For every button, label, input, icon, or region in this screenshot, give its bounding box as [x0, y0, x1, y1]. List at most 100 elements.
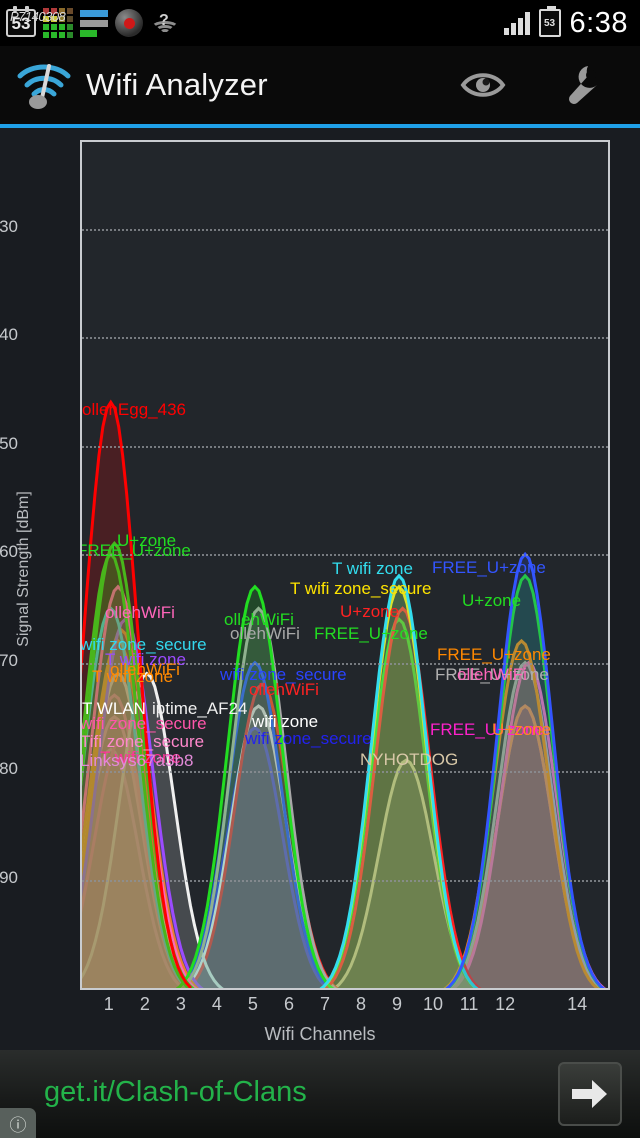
ap-label: T wifi zone — [92, 667, 173, 686]
ap-label: T wifi zone — [100, 748, 181, 767]
ap-label: wifi zone_secure — [80, 714, 207, 733]
ap-label: ollehWiFi — [230, 624, 300, 643]
ap-label: ollehWiFi — [110, 660, 180, 679]
signal-curve — [82, 399, 192, 988]
calendar-overlay-text: P7140308 — [10, 9, 66, 24]
ap-label: FREE_U+zone — [437, 645, 551, 664]
ap-label: Linksys67a3b8 — [80, 751, 194, 770]
status-bar-right-icons: 53 6:38 — [503, 6, 640, 40]
grid-icon — [43, 8, 73, 38]
info-glyph: ⓘ — [9, 1115, 27, 1135]
signal-icon — [503, 11, 530, 35]
record-icon — [115, 9, 143, 37]
action-bar-actions — [460, 62, 640, 108]
ap-label: NYHOTDOG — [360, 750, 459, 769]
x-axis-tick: 14 — [567, 994, 588, 1014]
x-axis-tick: 4 — [211, 994, 222, 1014]
bars-icon — [80, 9, 108, 37]
ad-banner[interactable]: get.it/Clash-of-Clans ⓘ — [0, 1050, 640, 1138]
x-axis-tick: 5 — [247, 994, 258, 1014]
x-axis-tick: 12 — [495, 994, 516, 1014]
gridline — [82, 228, 608, 231]
x-axis-tick: 9 — [392, 994, 403, 1014]
ap-label: ollehWiFi — [457, 665, 527, 684]
ap-label: ollehWiFi — [249, 680, 319, 699]
ap-label: U+zone — [492, 720, 552, 739]
ap-label: T WLAN — [82, 699, 146, 718]
ap-label: wifi zone_secure — [245, 729, 372, 748]
y-axis-tick: -30 — [0, 216, 18, 236]
y-axis-tick: -40 — [0, 325, 18, 345]
chart-plot-area[interactable]: ollehEgg_436 U+zone FREE_U+zone ollehWiFi wi… — [80, 140, 610, 990]
signal-curve — [323, 606, 482, 988]
wifi-note-icon — [16, 58, 78, 112]
y-axis-tick: -70 — [0, 650, 18, 670]
x-axis-tick: 6 — [283, 994, 294, 1014]
ap-label: T wifi zone — [332, 559, 413, 578]
wifi-question-icon: ? — [150, 10, 180, 36]
gridline — [82, 445, 608, 448]
ap-label: U+zone — [462, 591, 522, 610]
ap-label: FREE_U+zone — [435, 665, 549, 684]
status-bar: 53 P7140308 ? — [0, 0, 640, 46]
status-bar-clock: 6:38 — [569, 6, 628, 39]
signal-curve — [319, 573, 479, 988]
y-axis-tick: -60 — [0, 542, 18, 562]
gridline — [82, 662, 608, 665]
y-axis-tick: -90 — [0, 867, 18, 887]
signal-curve — [175, 584, 335, 988]
signal-curve — [82, 628, 200, 988]
y-axis-tick: -80 — [0, 759, 18, 779]
x-axis-tick: 3 — [175, 994, 186, 1014]
battery-icon: 53 — [538, 6, 561, 37]
signal-curves — [82, 399, 607, 988]
ap-label: T wifi zone_secure — [290, 579, 432, 598]
action-bar: Wifi Analyzer — [0, 46, 640, 124]
ap-label: FREE_U+zone — [80, 541, 191, 560]
ap-label: U+zone — [340, 602, 400, 621]
ap-label: U+zone — [117, 531, 177, 550]
signal-curve — [179, 606, 338, 988]
battery-level: 53 — [543, 17, 556, 29]
status-bar-left-icons: 53 P7140308 ? — [0, 6, 180, 38]
ap-label: T wifi zone — [105, 650, 186, 669]
x-axis-tick: 10 — [423, 994, 444, 1014]
calendar-icon: 53 P7140308 — [6, 6, 66, 37]
page-title: Wifi Analyzer — [86, 67, 268, 102]
ap-label: wifi zone_secure — [80, 635, 207, 654]
ap-label: FREE_U+zone — [430, 720, 544, 739]
ap-label: ollehWiFi — [105, 603, 175, 622]
wifi-channel-chart: Signal Strength [dBm] ollehEgg_436 U+zone… — [0, 128, 640, 1050]
wrench-icon[interactable] — [558, 62, 604, 108]
x-axis-tick: 8 — [355, 994, 367, 1014]
gridline — [82, 879, 608, 882]
x-axis-tick: 1 — [103, 994, 114, 1014]
ap-label: Tifi zone_secure — [80, 732, 205, 751]
accent-divider — [0, 124, 640, 128]
ap-label: wifi zone_secure — [220, 665, 347, 684]
ap-label: FREE_U+zone — [432, 558, 546, 577]
y-axis-tick: -50 — [0, 433, 18, 453]
ap-label: ollehEgg_436 — [82, 400, 186, 419]
gridline — [82, 554, 608, 557]
x-axis-tick: 7 — [319, 994, 330, 1014]
ap-label: FREE_U+zone — [314, 624, 428, 643]
signal-curve — [82, 606, 190, 988]
gridline — [82, 771, 608, 774]
ap-label: ollehWiFi — [224, 610, 294, 629]
eye-icon[interactable] — [460, 62, 506, 108]
ap-label: iptime_AF24 — [152, 699, 248, 718]
info-icon[interactable]: ⓘ — [0, 1108, 36, 1138]
arrow-right-icon[interactable] — [558, 1062, 622, 1126]
x-axis-tick: 2 — [139, 994, 150, 1014]
ad-link-text[interactable]: get.it/Clash-of-Clans — [44, 1076, 307, 1108]
x-axis-label: Wifi Channels — [264, 1024, 376, 1044]
signal-curve — [82, 584, 198, 988]
y-axis-label: Signal Strength [dBm] — [15, 491, 32, 647]
x-axis-ticks: 1 2 3 4 5 6 7 8 9 10 11 12 14 — [80, 994, 610, 1020]
gridline — [82, 337, 608, 340]
ap-label: wifi zone — [252, 712, 319, 731]
calendar-badge-number: 53 — [11, 13, 31, 33]
x-axis-tick: 11 — [459, 994, 479, 1014]
